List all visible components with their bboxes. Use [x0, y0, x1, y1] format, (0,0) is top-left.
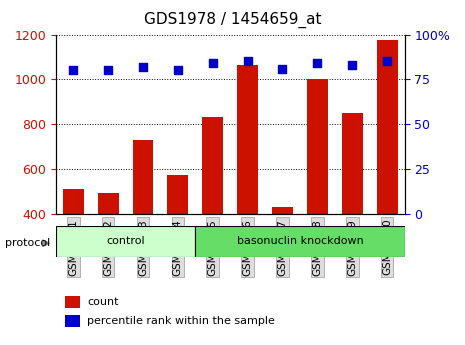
- Bar: [342, 113, 363, 214]
- Text: percentile rank within the sample: percentile rank within the sample: [87, 316, 275, 326]
- Point: [244, 59, 251, 64]
- Bar: [98, 193, 119, 214]
- Point: [69, 68, 77, 73]
- Text: GDS1978 / 1454659_at: GDS1978 / 1454659_at: [144, 12, 321, 28]
- Text: count: count: [87, 297, 119, 307]
- Bar: [63, 189, 84, 214]
- Bar: [237, 65, 258, 214]
- Bar: [377, 40, 398, 214]
- Point: [209, 60, 216, 66]
- Point: [104, 68, 112, 73]
- FancyBboxPatch shape: [195, 226, 405, 257]
- Bar: [133, 140, 153, 214]
- Bar: [167, 175, 188, 214]
- Point: [174, 68, 181, 73]
- Text: control: control: [106, 237, 145, 246]
- Bar: [272, 207, 293, 214]
- Bar: [307, 79, 328, 214]
- Point: [139, 64, 146, 70]
- Point: [383, 59, 391, 64]
- Point: [279, 66, 286, 71]
- Point: [349, 62, 356, 68]
- Text: protocol: protocol: [5, 238, 50, 248]
- FancyBboxPatch shape: [56, 226, 195, 257]
- Bar: [65, 315, 80, 327]
- Bar: [202, 117, 223, 214]
- Bar: [65, 296, 80, 308]
- Text: basonuclin knockdown: basonuclin knockdown: [237, 237, 363, 246]
- Point: [313, 60, 321, 66]
